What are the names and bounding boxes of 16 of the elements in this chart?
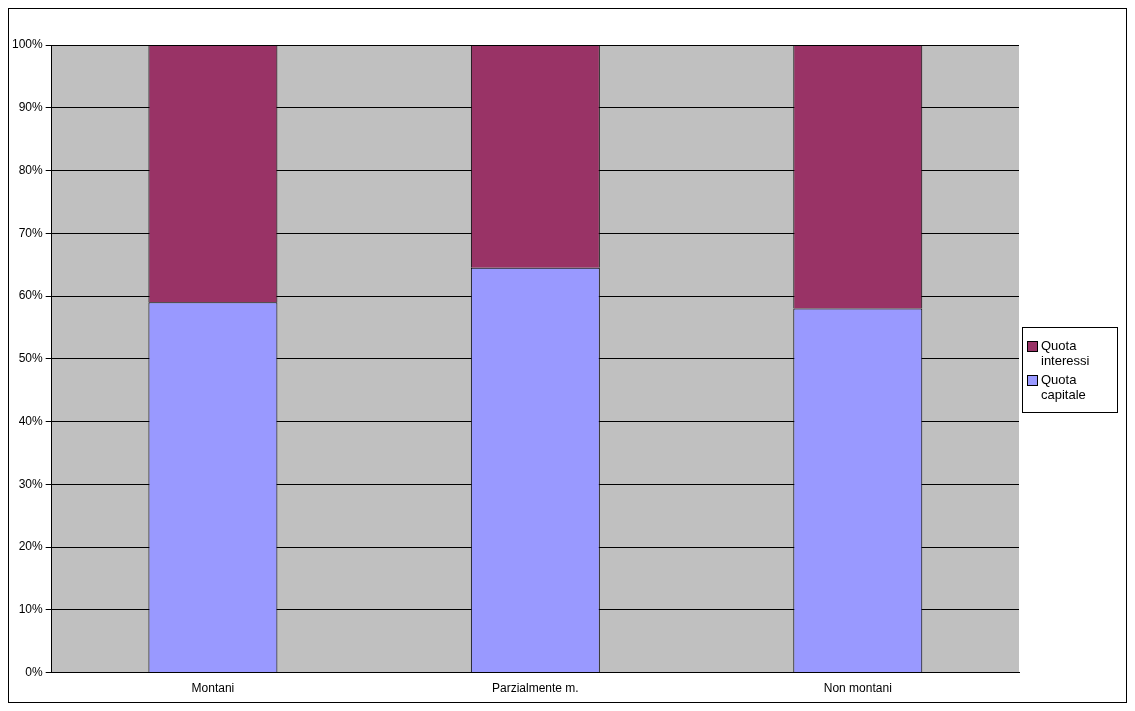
y-tick-label: 30%: [18, 476, 44, 491]
x-tick-label: Non montani: [823, 681, 892, 696]
y-tick-label: 80%: [18, 162, 44, 177]
y-tick-label: 40%: [18, 413, 44, 428]
y-tick-label: 100%: [11, 37, 44, 52]
y-tick-label: 50%: [18, 351, 44, 366]
legend-label: Quota interessi: [1041, 338, 1091, 368]
y-tick-label: 0%: [25, 664, 44, 679]
y-tick-label: 60%: [18, 288, 44, 303]
y-tick-label: 10%: [18, 602, 44, 617]
x-tick-label: Parzialmente m.: [491, 681, 579, 696]
y-tick-label: 20%: [18, 539, 44, 554]
y-tick-label: 90%: [18, 100, 44, 115]
legend-label: Quota capitale: [1041, 372, 1087, 402]
x-tick-label: Montani: [191, 681, 235, 696]
y-tick-label: 70%: [18, 225, 44, 240]
